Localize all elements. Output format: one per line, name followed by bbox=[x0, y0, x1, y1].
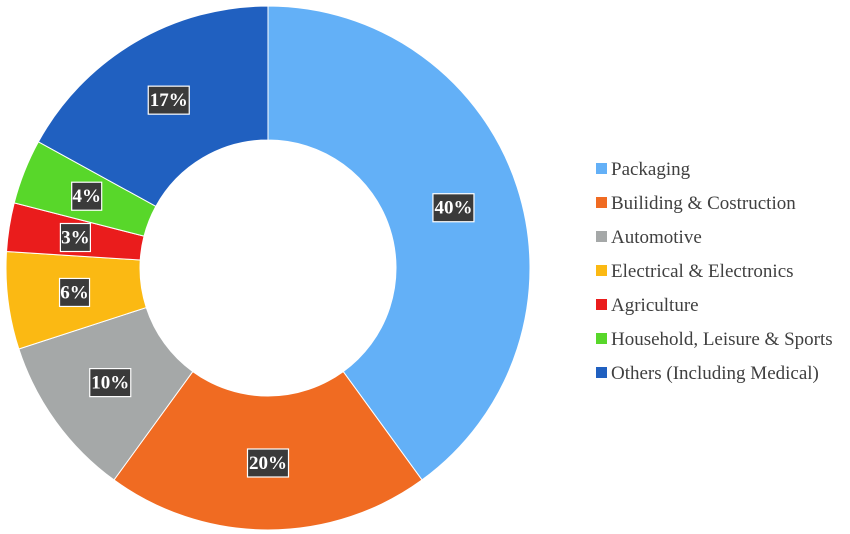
slice-label-packaging: 40% bbox=[432, 193, 475, 223]
legend-item-builiding-costruction: Builiding & Costruction bbox=[596, 193, 796, 214]
legend-label: Packaging bbox=[611, 159, 691, 180]
slice-label-box bbox=[246, 448, 290, 478]
slice-label-box bbox=[59, 222, 92, 253]
slice-label-household-leisure-sports: 4% bbox=[71, 181, 103, 211]
slice-label-text: 17% bbox=[150, 90, 188, 111]
slice-label-text: 20% bbox=[249, 453, 287, 474]
slice-label-box bbox=[89, 368, 132, 398]
legend-label: Others (Including Medical) bbox=[611, 363, 819, 384]
slice-label-others-including-medical: 17% bbox=[147, 85, 190, 115]
slice-label-text: 4% bbox=[72, 186, 101, 207]
slice-label-automotive: 10% bbox=[89, 368, 132, 398]
legend-item-household-leisure-sports: Household, Leisure & Sports bbox=[596, 329, 833, 350]
legend: Packaging Builiding & Costruction Automoti… bbox=[596, 159, 833, 384]
legend-swatch bbox=[596, 197, 607, 208]
legend-item-others-including-medical: Others (Including Medical) bbox=[596, 363, 819, 384]
slice-label-electrical-electronics: 6% bbox=[58, 277, 91, 308]
legend-swatch bbox=[596, 333, 607, 344]
slice-label-builiding-costruction: 20% bbox=[246, 448, 290, 478]
slice-label-text: 10% bbox=[91, 373, 129, 394]
legend-swatch bbox=[596, 231, 607, 242]
legend-label: Automotive bbox=[611, 227, 702, 248]
legend-label: Builiding & Costruction bbox=[611, 193, 796, 214]
slice-label-text: 6% bbox=[60, 282, 89, 303]
slice-label-box bbox=[58, 277, 91, 308]
legend-swatch bbox=[596, 265, 607, 276]
legend-item-automotive: Automotive bbox=[596, 227, 702, 248]
slice-label-text: 3% bbox=[61, 227, 90, 248]
legend-item-packaging: Packaging bbox=[596, 159, 691, 180]
slice-labels: 40% 20% 10% 6% 3% 4% 17% bbox=[58, 85, 475, 478]
slice-label-agriculture: 3% bbox=[59, 222, 92, 253]
slice-label-box bbox=[71, 181, 103, 211]
slice-label-text: 40% bbox=[434, 198, 472, 219]
slice-label-box bbox=[432, 193, 475, 223]
legend-swatch bbox=[596, 163, 607, 174]
legend-label: Household, Leisure & Sports bbox=[611, 329, 833, 350]
legend-swatch bbox=[596, 299, 607, 310]
legend-item-agriculture: Agriculture bbox=[596, 295, 699, 316]
slice-packaging bbox=[267, 5, 531, 481]
slice-label-box bbox=[147, 85, 190, 115]
legend-swatch bbox=[596, 367, 607, 378]
legend-label: Agriculture bbox=[611, 295, 699, 316]
legend-item-electrical-electronics: Electrical & Electronics bbox=[596, 261, 794, 282]
legend-label: Electrical & Electronics bbox=[611, 261, 794, 282]
